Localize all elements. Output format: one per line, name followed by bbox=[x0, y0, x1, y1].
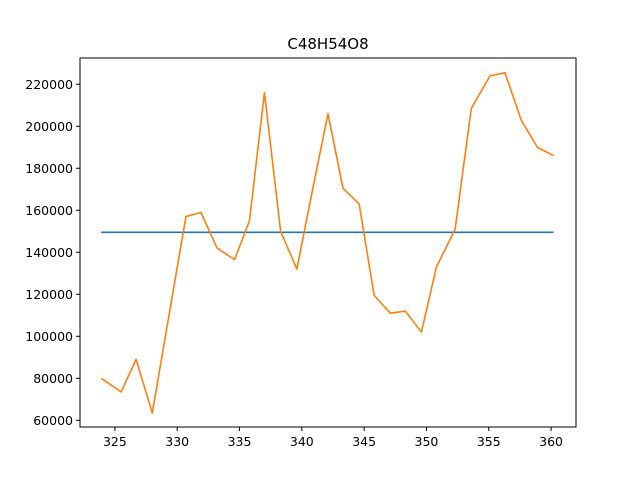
x-tick-label: 335 bbox=[228, 434, 252, 449]
y-tick-label: 140000 bbox=[25, 245, 73, 260]
x-tick-label: 355 bbox=[477, 434, 501, 449]
x-tick-label: 350 bbox=[415, 434, 439, 449]
plot-frame bbox=[79, 57, 577, 428]
y-tick-label: 160000 bbox=[25, 203, 73, 218]
y-tick-label: 120000 bbox=[25, 287, 73, 302]
y-tick-label: 80000 bbox=[33, 371, 73, 386]
chart-title: C48H54O8 bbox=[287, 35, 368, 53]
y-tick-label: 200000 bbox=[25, 119, 73, 134]
x-tick-label: 330 bbox=[165, 434, 189, 449]
x-tick-label: 345 bbox=[352, 434, 376, 449]
x-tick-label: 325 bbox=[103, 434, 127, 449]
x-tick-label: 340 bbox=[290, 434, 314, 449]
x-tick-label: 360 bbox=[539, 434, 563, 449]
x-axis: 325 330 335 340 345 350 355 360 bbox=[103, 427, 563, 449]
series-line-1 bbox=[100, 71, 554, 414]
y-tick-label: 100000 bbox=[25, 329, 73, 344]
y-tick-label: 220000 bbox=[25, 77, 73, 92]
y-tick-label: 180000 bbox=[25, 161, 73, 176]
y-axis: 60000 80000 100000 120000 140000 160000 180000… bbox=[25, 77, 80, 428]
y-tick-label: 60000 bbox=[33, 413, 73, 428]
plot-lines bbox=[100, 71, 554, 414]
